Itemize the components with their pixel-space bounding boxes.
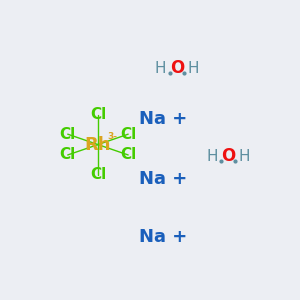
Text: 3-: 3-	[107, 132, 117, 141]
Text: O: O	[170, 59, 184, 77]
Text: H: H	[239, 148, 250, 164]
Text: Cl: Cl	[90, 107, 106, 122]
Text: Cl: Cl	[120, 127, 136, 142]
Text: Rh: Rh	[85, 136, 111, 154]
Text: Cl: Cl	[60, 127, 76, 142]
Text: H: H	[188, 61, 199, 76]
Text: O: O	[221, 147, 235, 165]
Text: H: H	[206, 148, 218, 164]
Text: Na +: Na +	[139, 170, 187, 188]
Text: H: H	[155, 61, 166, 76]
Text: Cl: Cl	[90, 167, 106, 182]
Text: Na +: Na +	[139, 228, 187, 246]
Text: Cl: Cl	[120, 148, 136, 163]
Text: Cl: Cl	[60, 148, 76, 163]
Text: Na +: Na +	[139, 110, 187, 128]
